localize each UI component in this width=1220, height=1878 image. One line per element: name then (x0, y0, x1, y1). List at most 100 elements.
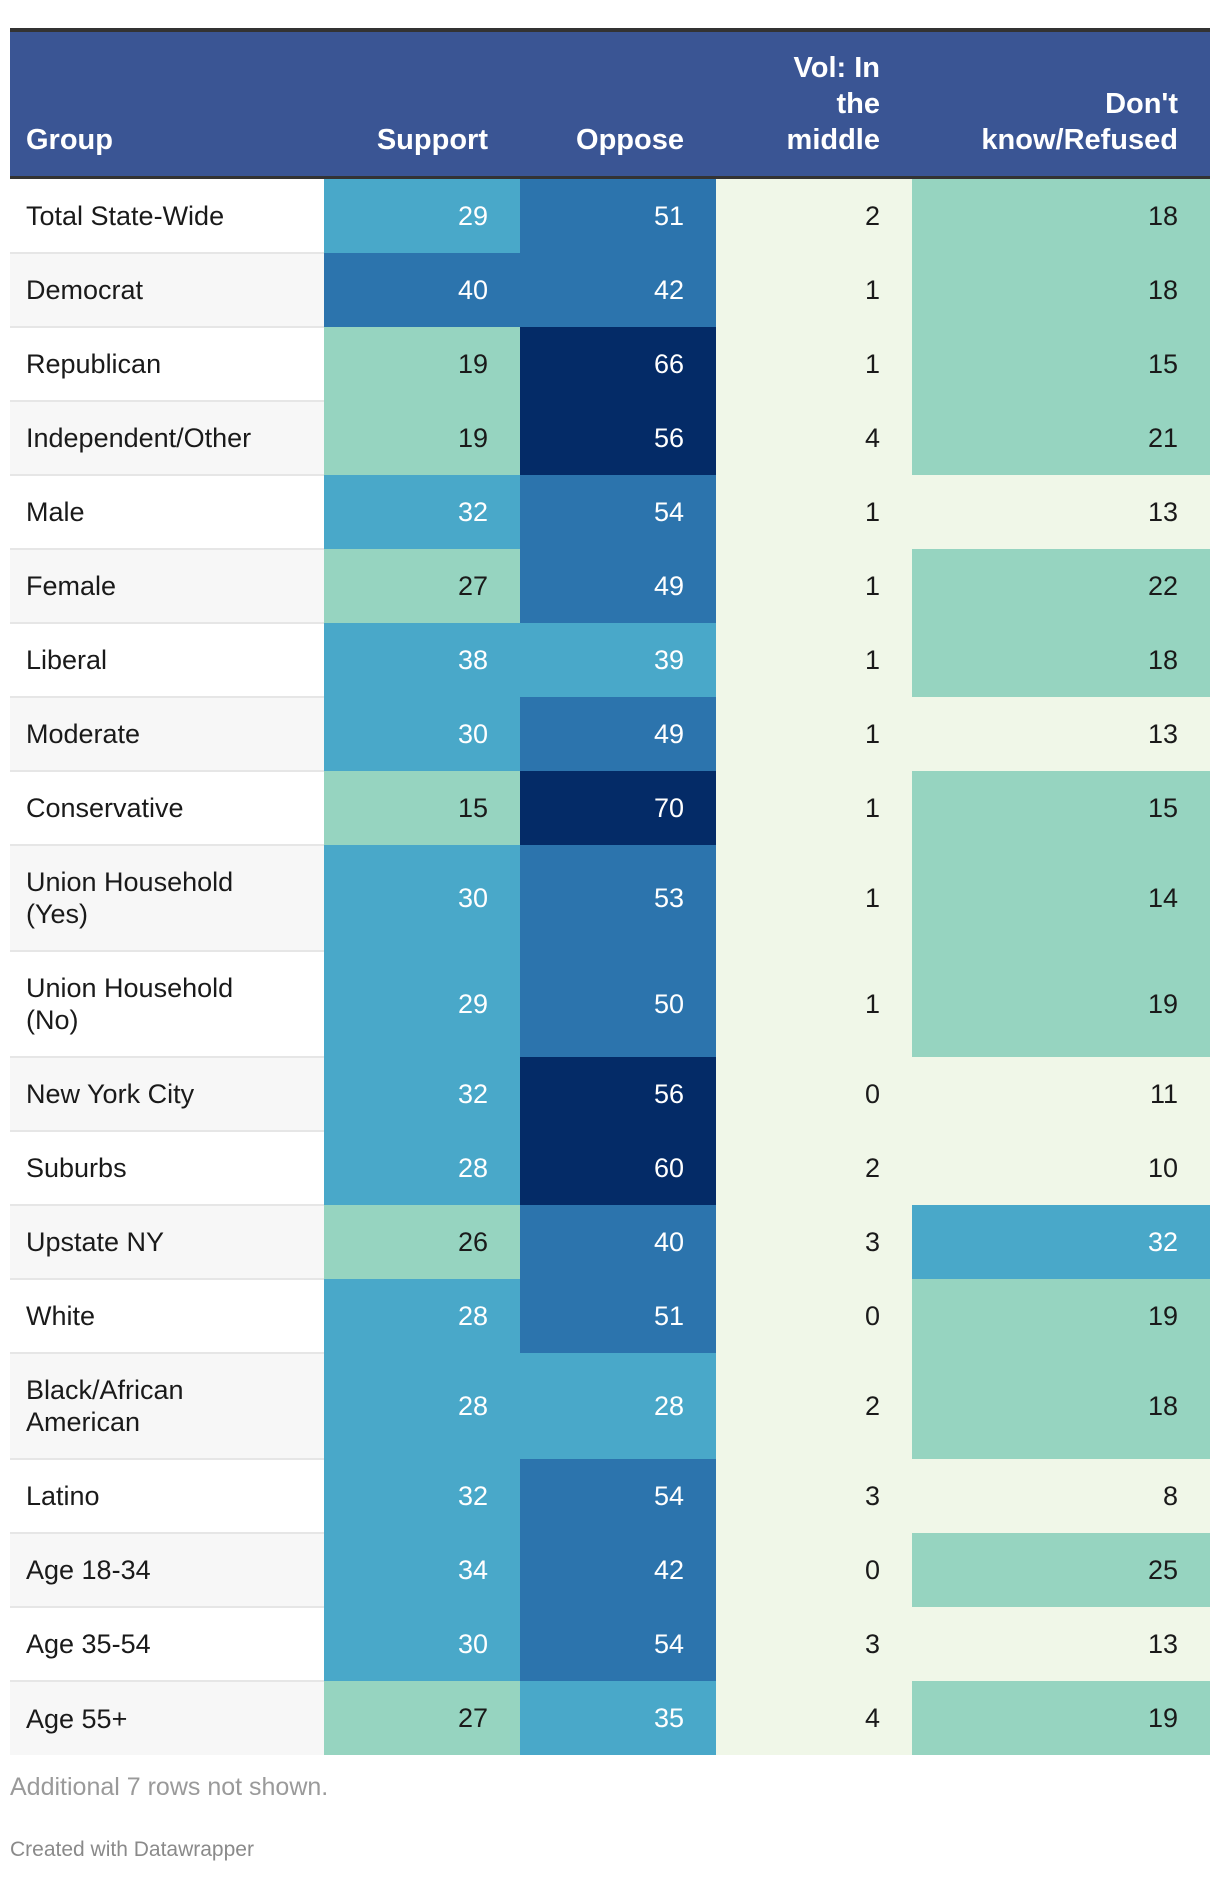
table-row: Age 18-34 34 42 0 25 (10, 1533, 1210, 1608)
support-value-cell: 32 (324, 1057, 520, 1131)
dk-value-cell: 18 (912, 1353, 1210, 1459)
oppose-value-cell: 49 (520, 697, 716, 771)
table-row: White 28 51 0 19 (10, 1279, 1210, 1354)
support-value-cell: 30 (324, 845, 520, 951)
support-value-cell: 30 (324, 697, 520, 771)
oppose-value-cell: 49 (520, 549, 716, 623)
middle-value-cell: 2 (716, 179, 912, 253)
middle-value-cell: 0 (716, 1533, 912, 1607)
table-row: Age 55+ 27 35 4 19 (10, 1681, 1210, 1755)
middle-value-cell: 3 (716, 1459, 912, 1533)
table-row: Black/African American 28 28 2 18 (10, 1353, 1210, 1460)
group-cell: Age 35-54 (10, 1607, 324, 1682)
oppose-value-cell: 51 (520, 1279, 716, 1353)
dk-value-cell: 22 (912, 549, 1210, 623)
dk-value-cell: 8 (912, 1459, 1210, 1533)
header-oppose[interactable]: Oppose (576, 124, 684, 156)
group-cell: Conservative (10, 771, 324, 846)
table-row: Union Household (No) 29 50 1 19 (10, 951, 1210, 1058)
support-value-cell: 19 (324, 327, 520, 401)
middle-value-cell: 3 (716, 1205, 912, 1279)
table-row: Republican 19 66 1 15 (10, 327, 1210, 402)
support-value-cell: 27 (324, 1681, 520, 1755)
table-row: Suburbs 28 60 2 10 (10, 1131, 1210, 1206)
dk-value-cell: 21 (912, 401, 1210, 475)
table-row: Liberal 38 39 1 18 (10, 623, 1210, 698)
middle-value-cell: 4 (716, 401, 912, 475)
support-value-cell: 32 (324, 475, 520, 549)
middle-value-cell: 1 (716, 697, 912, 771)
header-row: Group Support Oppose Vol: In the middle Do… (10, 32, 1210, 176)
dk-value-cell: 13 (912, 697, 1210, 771)
middle-value-cell: 3 (716, 1607, 912, 1681)
dk-value-cell: 10 (912, 1131, 1210, 1205)
oppose-value-cell: 42 (520, 1533, 716, 1607)
oppose-value-cell: 54 (520, 1459, 716, 1533)
middle-value-cell: 1 (716, 253, 912, 327)
dk-value-cell: 13 (912, 475, 1210, 549)
oppose-value-cell: 39 (520, 623, 716, 697)
middle-value-cell: 0 (716, 1057, 912, 1131)
table-row: Upstate NY 26 40 3 32 (10, 1205, 1210, 1280)
credit-link[interactable]: Created with Datawrapper (10, 1838, 254, 1861)
dk-value-cell: 19 (912, 951, 1210, 1057)
dk-value-cell: 11 (912, 1057, 1210, 1131)
support-value-cell: 19 (324, 401, 520, 475)
oppose-value-cell: 54 (520, 1607, 716, 1681)
dk-value-cell: 19 (912, 1279, 1210, 1353)
support-value-cell: 32 (324, 1459, 520, 1533)
rows-hidden-note: Additional 7 rows not shown. (10, 1773, 329, 1801)
header-group[interactable]: Group (26, 124, 113, 156)
table-row: Democrat 40 42 1 18 (10, 253, 1210, 328)
header-rule (10, 176, 1210, 179)
support-value-cell: 15 (324, 771, 520, 845)
middle-value-cell: 2 (716, 1131, 912, 1205)
group-cell: Suburbs (10, 1131, 324, 1206)
table-row: Moderate 30 49 1 13 (10, 697, 1210, 772)
middle-value-cell: 1 (716, 951, 912, 1057)
middle-value-cell: 1 (716, 771, 912, 845)
group-cell: Age 55+ (10, 1681, 324, 1755)
dk-value-cell: 18 (912, 253, 1210, 327)
middle-value-cell: 4 (716, 1681, 912, 1755)
middle-value-cell: 2 (716, 1353, 912, 1459)
dk-value-cell: 18 (912, 623, 1210, 697)
oppose-value-cell: 53 (520, 845, 716, 951)
oppose-value-cell: 60 (520, 1131, 716, 1205)
group-cell: Liberal (10, 623, 324, 698)
group-cell: White (10, 1279, 324, 1354)
group-cell: Latino (10, 1459, 324, 1534)
group-cell: Moderate (10, 697, 324, 772)
oppose-value-cell: 40 (520, 1205, 716, 1279)
group-cell: Black/African American (10, 1353, 324, 1460)
oppose-value-cell: 51 (520, 179, 716, 253)
group-cell: Total State-Wide (10, 179, 324, 254)
header-dont-know[interactable]: Don't know/Refused (981, 88, 1178, 156)
group-cell: Female (10, 549, 324, 624)
support-value-cell: 28 (324, 1131, 520, 1205)
table-body: Total State-Wide 29 51 2 18 Democrat 40 42 1 18 Re… (10, 179, 1210, 1755)
support-value-cell: 40 (324, 253, 520, 327)
middle-value-cell: 1 (716, 549, 912, 623)
oppose-value-cell: 28 (520, 1353, 716, 1459)
header-support[interactable]: Support (376, 124, 488, 156)
group-cell: Age 18-34 (10, 1533, 324, 1608)
group-cell: Republican (10, 327, 324, 402)
dk-value-cell: 14 (912, 845, 1210, 951)
group-cell: Upstate NY (10, 1205, 324, 1280)
oppose-value-cell: 56 (520, 1057, 716, 1131)
oppose-value-cell: 66 (520, 327, 716, 401)
oppose-value-cell: 50 (520, 951, 716, 1057)
group-cell: Union Household (No) (10, 951, 324, 1058)
table-row: Female 27 49 1 22 (10, 549, 1210, 624)
dk-value-cell: 15 (912, 327, 1210, 401)
table-row: Male 32 54 1 13 (10, 475, 1210, 550)
support-value-cell: 29 (324, 951, 520, 1057)
dk-value-cell: 18 (912, 179, 1210, 253)
header-middle[interactable]: Vol: In the middle (786, 52, 880, 156)
group-cell: Male (10, 475, 324, 550)
table-row: New York City 32 56 0 11 (10, 1057, 1210, 1132)
middle-value-cell: 1 (716, 475, 912, 549)
dk-value-cell: 25 (912, 1533, 1210, 1607)
oppose-value-cell: 70 (520, 771, 716, 845)
